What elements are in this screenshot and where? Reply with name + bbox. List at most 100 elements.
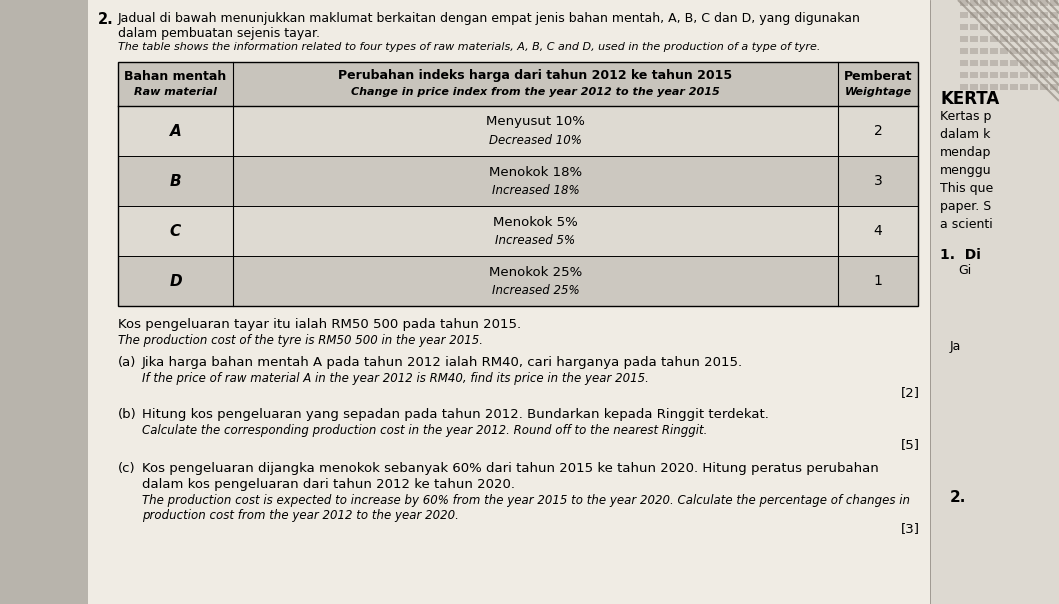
Text: If the price of raw material A in the year 2012 is RM40, find its price in the y: If the price of raw material A in the ye… — [142, 372, 649, 385]
Bar — [0, 0, 88, 604]
Polygon shape — [961, 60, 968, 66]
Polygon shape — [1040, 84, 1048, 90]
Text: menggu: menggu — [940, 164, 991, 177]
Text: paper. S: paper. S — [940, 200, 991, 213]
Polygon shape — [1030, 36, 1038, 42]
Polygon shape — [1040, 48, 1048, 54]
Text: Decreased 10%: Decreased 10% — [489, 133, 582, 147]
Polygon shape — [1010, 12, 1018, 18]
Polygon shape — [1020, 60, 1028, 66]
Polygon shape — [980, 36, 988, 42]
Text: dalam kos pengeluaran dari tahun 2012 ke tahun 2020.: dalam kos pengeluaran dari tahun 2012 ke… — [142, 478, 515, 491]
Polygon shape — [1020, 36, 1028, 42]
Polygon shape — [961, 48, 968, 54]
Polygon shape — [980, 12, 988, 18]
Text: KERTA: KERTA — [940, 90, 1000, 108]
Text: C: C — [169, 223, 181, 239]
Polygon shape — [1051, 36, 1058, 42]
Polygon shape — [1051, 12, 1058, 18]
Text: 2: 2 — [874, 124, 882, 138]
Text: The table shows the information related to four types of raw materials, A, B, C : The table shows the information related … — [118, 42, 821, 52]
Text: [2]: [2] — [901, 386, 920, 399]
Text: dalam k: dalam k — [940, 128, 990, 141]
Polygon shape — [990, 48, 998, 54]
Text: 3: 3 — [874, 174, 882, 188]
Polygon shape — [1020, 84, 1028, 90]
Polygon shape — [1051, 0, 1058, 6]
Polygon shape — [1000, 36, 1008, 42]
Text: dalam pembuatan sejenis tayar.: dalam pembuatan sejenis tayar. — [118, 27, 320, 40]
Polygon shape — [1030, 60, 1038, 66]
Text: [3]: [3] — [901, 522, 920, 535]
Polygon shape — [990, 12, 998, 18]
Text: Jika harga bahan mentah A pada tahun 2012 ialah RM40, cari harganya pada tahun 2: Jika harga bahan mentah A pada tahun 201… — [142, 356, 743, 369]
Polygon shape — [1020, 0, 1028, 6]
Polygon shape — [1000, 72, 1008, 78]
Bar — [118, 62, 918, 106]
Text: Perubahan indeks harga dari tahun 2012 ke tahun 2015: Perubahan indeks harga dari tahun 2012 k… — [339, 69, 733, 83]
Polygon shape — [1020, 48, 1028, 54]
Polygon shape — [961, 84, 968, 90]
Bar — [118, 256, 918, 306]
Polygon shape — [1051, 84, 1058, 90]
Polygon shape — [1010, 60, 1018, 66]
Polygon shape — [990, 0, 998, 6]
Polygon shape — [1051, 48, 1058, 54]
Polygon shape — [980, 48, 988, 54]
Polygon shape — [1051, 24, 1058, 30]
Polygon shape — [980, 0, 988, 6]
Polygon shape — [961, 24, 968, 30]
Polygon shape — [1051, 60, 1058, 66]
Polygon shape — [970, 48, 979, 54]
Polygon shape — [990, 36, 998, 42]
Text: (c): (c) — [118, 462, 136, 475]
Bar — [118, 62, 918, 306]
Polygon shape — [1000, 84, 1008, 90]
Text: Pemberat: Pemberat — [844, 69, 912, 83]
Polygon shape — [1030, 12, 1038, 18]
Text: Bahan mentah: Bahan mentah — [124, 69, 227, 83]
Text: Increased 18%: Increased 18% — [491, 184, 579, 196]
Polygon shape — [970, 72, 979, 78]
Polygon shape — [1030, 48, 1038, 54]
Text: Increased 25%: Increased 25% — [491, 283, 579, 297]
Text: Weightage: Weightage — [844, 87, 912, 97]
Text: Raw material: Raw material — [134, 87, 217, 97]
Text: 2.: 2. — [950, 490, 967, 505]
Text: This que: This que — [940, 182, 993, 195]
Polygon shape — [1000, 60, 1008, 66]
Polygon shape — [990, 84, 998, 90]
Text: Ja: Ja — [950, 340, 962, 353]
Polygon shape — [1040, 12, 1048, 18]
Polygon shape — [961, 0, 968, 6]
Text: Kos pengeluaran tayar itu ialah RM50 500 pada tahun 2015.: Kos pengeluaran tayar itu ialah RM50 500… — [118, 318, 521, 331]
Text: 2.: 2. — [98, 12, 113, 27]
Text: D: D — [169, 274, 182, 289]
Text: Menokok 5%: Menokok 5% — [493, 216, 578, 228]
Text: Kertas p: Kertas p — [940, 110, 991, 123]
Polygon shape — [1040, 0, 1048, 6]
Polygon shape — [1040, 72, 1048, 78]
Polygon shape — [1040, 36, 1048, 42]
Polygon shape — [961, 72, 968, 78]
Text: Gi: Gi — [958, 264, 971, 277]
Polygon shape — [1030, 84, 1038, 90]
Text: The production cost of the tyre is RM50 500 in the year 2015.: The production cost of the tyre is RM50 … — [118, 334, 483, 347]
Polygon shape — [1010, 24, 1018, 30]
Text: 1.  Di: 1. Di — [940, 248, 981, 262]
Polygon shape — [970, 24, 979, 30]
Text: Hitung kos pengeluaran yang sepadan pada tahun 2012. Bundarkan kepada Ringgit te: Hitung kos pengeluaran yang sepadan pada… — [142, 408, 769, 421]
Polygon shape — [980, 60, 988, 66]
Polygon shape — [1010, 0, 1018, 6]
Polygon shape — [1030, 0, 1038, 6]
Text: Menokok 25%: Menokok 25% — [489, 266, 582, 278]
Polygon shape — [970, 84, 979, 90]
Bar — [118, 156, 918, 206]
Polygon shape — [980, 84, 988, 90]
Polygon shape — [1000, 24, 1008, 30]
Polygon shape — [961, 36, 968, 42]
Polygon shape — [970, 60, 979, 66]
Text: A: A — [169, 123, 181, 138]
Polygon shape — [1051, 72, 1058, 78]
Bar — [930, 0, 1059, 604]
